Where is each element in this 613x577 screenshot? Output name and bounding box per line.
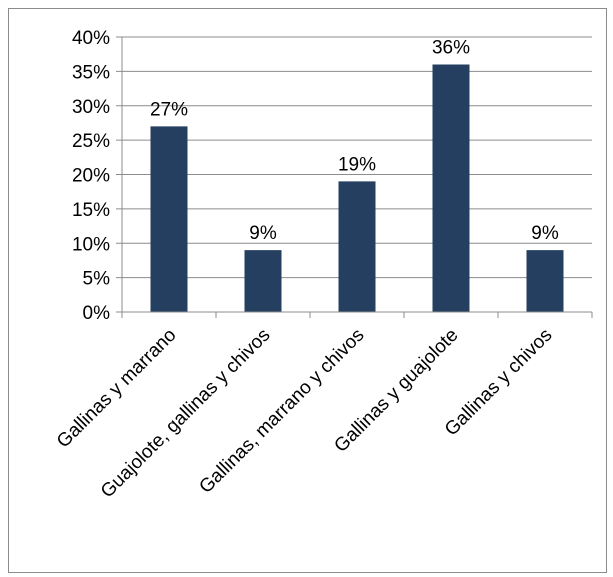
chart-frame — [8, 8, 607, 573]
y-tick-label: 10% — [72, 234, 110, 255]
bar — [526, 250, 564, 312]
y-tick-label: 15% — [72, 200, 110, 221]
y-tick-label: 35% — [72, 62, 110, 83]
category-label: Gallinas, marrano y chivos — [195, 325, 368, 498]
y-tick-label: 20% — [72, 166, 110, 187]
y-tick-label: 25% — [72, 131, 110, 152]
y-tick-labels: 0% 5% 10% 15% 20% 25% 30% 35% 40% — [72, 28, 110, 324]
y-tick-label: 40% — [72, 28, 110, 49]
y-tick-label: 5% — [83, 269, 111, 290]
axes — [116, 36, 593, 318]
bars — [150, 64, 564, 312]
data-label: 27% — [150, 99, 188, 120]
y-tick-label: 30% — [72, 97, 110, 118]
data-label: 36% — [432, 38, 470, 59]
data-label: 9% — [531, 223, 559, 244]
data-label: 9% — [249, 223, 277, 244]
data-label: 19% — [338, 154, 376, 175]
y-tick-label: 0% — [83, 303, 111, 324]
category-label: Guajolote, gallinas y chivos — [97, 325, 275, 503]
bar — [432, 64, 470, 312]
bar — [244, 250, 282, 312]
data-labels: 27% 9% 19% 36% 9% — [150, 38, 559, 245]
bar — [150, 126, 188, 312]
bar — [338, 181, 376, 312]
gridlines — [122, 36, 592, 279]
